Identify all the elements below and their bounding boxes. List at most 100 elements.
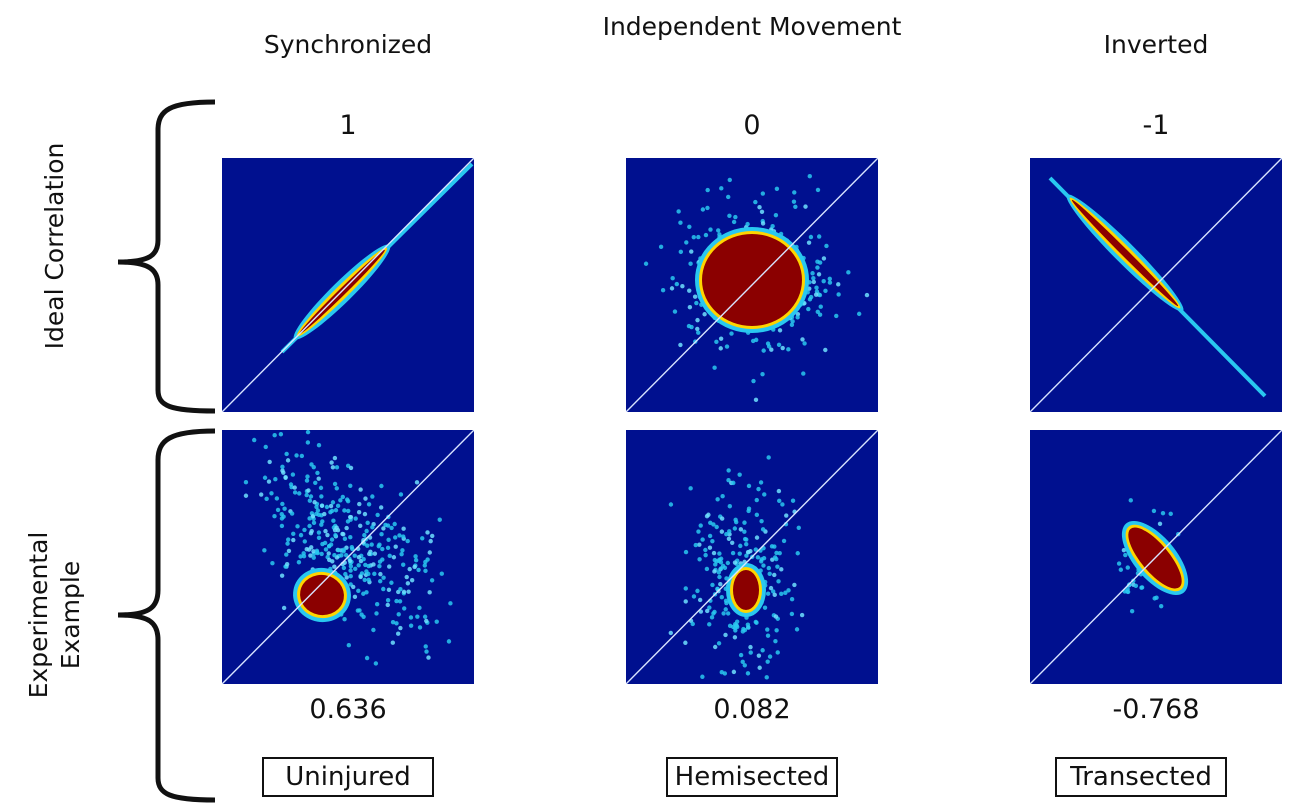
density-point	[761, 348, 766, 353]
density-point	[813, 292, 819, 297]
density-point	[366, 502, 372, 507]
density-point	[375, 512, 380, 518]
density-point	[695, 326, 700, 332]
density-point	[792, 582, 797, 588]
density-point	[1154, 595, 1159, 600]
density-point	[1121, 547, 1127, 553]
density-point	[434, 619, 439, 624]
plot-ideal-independent	[626, 158, 878, 412]
density-point	[323, 528, 328, 534]
density-point	[731, 669, 737, 675]
density-point	[742, 627, 748, 633]
density-point	[688, 261, 693, 266]
density-point	[1139, 585, 1144, 590]
density-point	[308, 494, 314, 499]
density-point	[687, 288, 692, 293]
density-point	[1160, 510, 1166, 516]
density-point	[758, 480, 764, 485]
density-point	[668, 502, 674, 507]
density-point	[281, 470, 286, 475]
density-point	[745, 671, 751, 676]
density-point	[390, 640, 396, 645]
density-point	[856, 311, 862, 317]
density-point	[283, 474, 288, 480]
density-point	[352, 553, 357, 558]
density-point	[745, 549, 751, 555]
density-point	[718, 556, 724, 561]
density-point	[754, 512, 760, 518]
density-point	[311, 555, 316, 560]
density-point	[393, 535, 398, 540]
density-point	[298, 554, 303, 559]
brace-ideal	[117, 99, 216, 414]
density-point	[374, 611, 379, 616]
density-point	[311, 520, 317, 526]
density-point	[668, 630, 674, 636]
density-point	[705, 187, 710, 193]
density-point	[357, 501, 362, 507]
density-point	[305, 430, 311, 435]
density-point	[773, 614, 779, 619]
density-point	[284, 552, 289, 557]
density-point	[790, 498, 796, 503]
density-point	[789, 322, 795, 328]
density-point	[796, 525, 801, 530]
density-point	[356, 588, 361, 594]
density-point	[723, 632, 728, 638]
density-point	[723, 607, 728, 612]
density-point	[389, 525, 394, 531]
density-point	[760, 527, 766, 532]
density-point	[326, 551, 331, 556]
density-point	[364, 655, 370, 661]
density-point	[773, 639, 778, 644]
density-point	[738, 527, 744, 532]
density-point	[719, 595, 724, 600]
density-point	[765, 341, 771, 346]
density-point	[344, 575, 349, 580]
density-point	[733, 517, 738, 523]
density-point	[703, 552, 708, 558]
density-point	[386, 587, 392, 593]
density-point	[767, 654, 773, 659]
density-point	[323, 547, 329, 552]
density-point	[281, 605, 287, 611]
density-point	[732, 635, 738, 640]
density-point	[262, 548, 267, 553]
density-point	[786, 588, 791, 593]
density-point	[280, 464, 285, 470]
density-point	[328, 503, 334, 509]
density-point	[738, 543, 743, 549]
density-point	[274, 496, 280, 501]
density-point	[348, 465, 354, 471]
diagonal-line	[1030, 158, 1282, 412]
density-point	[738, 652, 744, 658]
density-point	[786, 347, 791, 352]
density-point	[330, 465, 336, 470]
density-point	[690, 621, 695, 627]
density-point	[777, 550, 782, 556]
density-point	[428, 538, 433, 544]
density-point	[399, 551, 404, 557]
density-point	[302, 527, 307, 533]
density-point	[298, 532, 304, 538]
density-point	[417, 625, 423, 630]
density-point	[359, 571, 365, 576]
density-point	[731, 480, 736, 486]
density-point	[712, 557, 718, 563]
density-point	[720, 494, 725, 499]
density-point	[810, 271, 815, 276]
density-point	[807, 174, 812, 179]
density-point	[306, 488, 311, 493]
density-point	[345, 519, 351, 524]
density-point	[718, 346, 723, 351]
density-point	[695, 317, 700, 323]
density-point	[429, 578, 435, 583]
experimental-value-uninjured: 0.636	[309, 694, 387, 725]
density-point	[381, 586, 386, 592]
ideal-value-independent: 0	[743, 110, 761, 141]
density-point	[387, 564, 392, 569]
density-point	[308, 553, 313, 558]
density-point	[314, 511, 319, 517]
condition-label-uninjured: Uninjured	[262, 757, 434, 797]
plot-experimental-uninjured	[222, 430, 474, 684]
